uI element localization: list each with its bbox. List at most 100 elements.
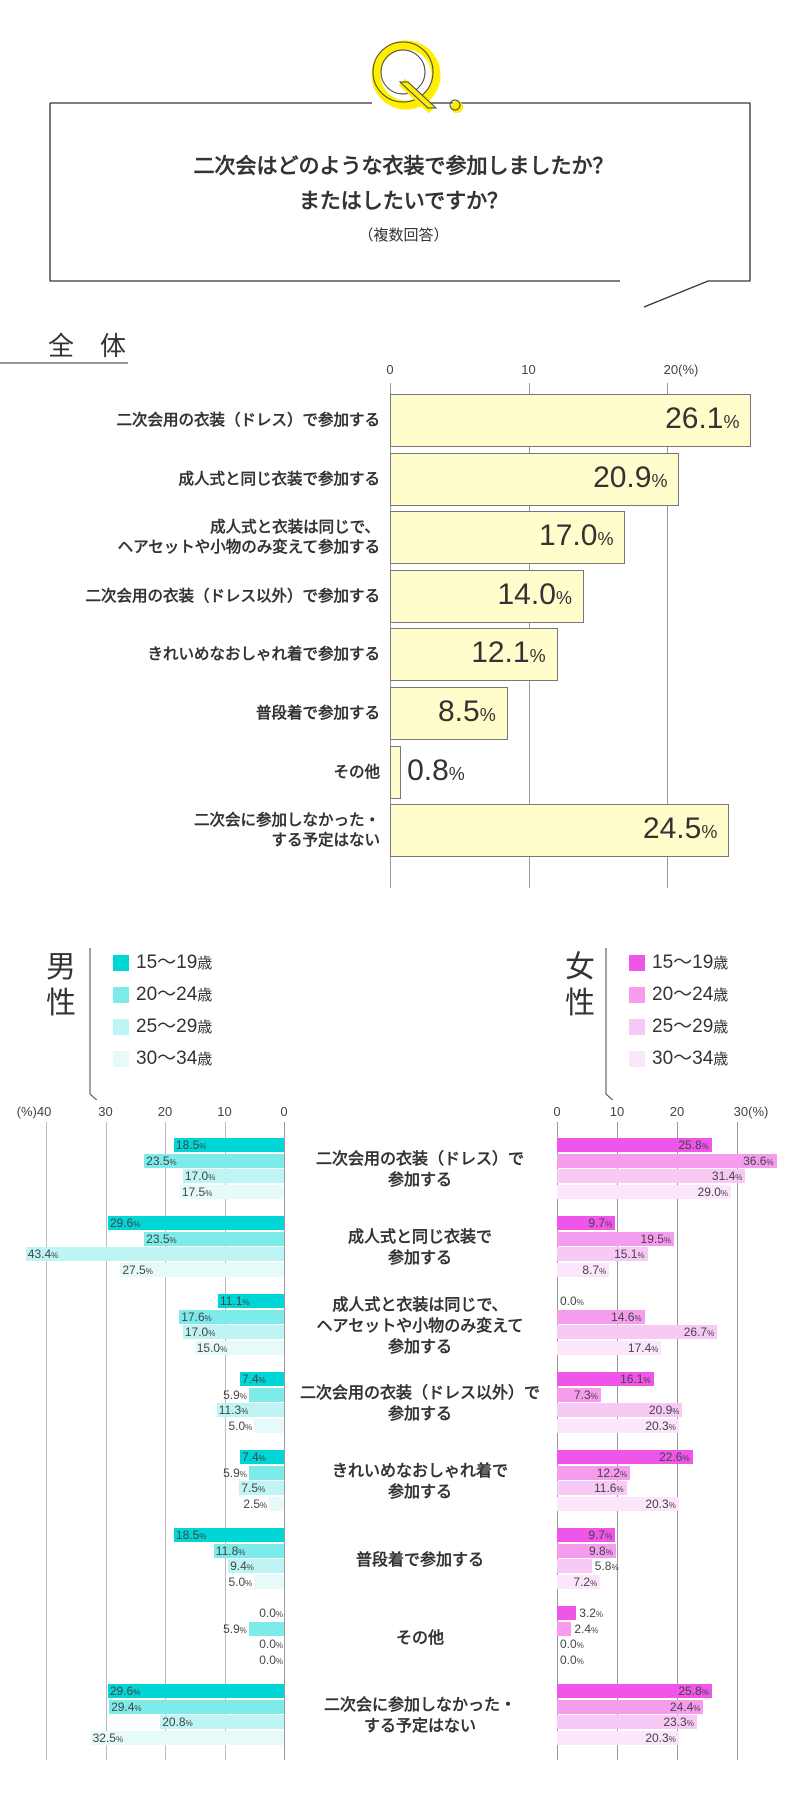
category-label: 成人式と同じ衣装で 参加する	[347, 1227, 492, 1267]
percent-sign: %	[605, 1532, 613, 1541]
data-label-male: 11.1%	[220, 1294, 250, 1310]
bar-female	[557, 1169, 746, 1184]
x-tick-label-female: 10	[609, 1104, 625, 1119]
percent-sign: %	[605, 1220, 613, 1229]
percent-sign: %	[634, 1313, 642, 1323]
bar-male	[248, 1465, 284, 1480]
bar-female	[557, 1262, 610, 1277]
data-label-male: 5.0%	[228, 1419, 252, 1435]
bar-male	[194, 1340, 284, 1355]
percent-sign: %	[651, 1344, 659, 1354]
data-label-male: 29.4%	[111, 1700, 141, 1716]
bar-male	[179, 1309, 284, 1324]
category-label: 二次会用の衣装（ドレス以外）で 参加する	[299, 1383, 540, 1423]
percent-sign: %	[246, 1563, 254, 1573]
percent-sign: %	[611, 1563, 619, 1573]
value-number: 2.4	[574, 1621, 592, 1636]
percent-sign: %	[133, 1220, 141, 1229]
percent-sign: %	[590, 1578, 598, 1588]
percent-sign: %	[637, 1251, 645, 1261]
value-number: 9.8	[589, 1543, 606, 1558]
legend-unit: 歳	[197, 1019, 213, 1036]
question-frame	[0, 40, 751, 364]
value-number: 17.5	[181, 1184, 206, 1199]
bar-male	[182, 1325, 284, 1340]
data-label-male: 29.6%	[110, 1684, 140, 1700]
data-label-female: 7.3%	[574, 1388, 598, 1404]
value-number: 22.6	[659, 1450, 683, 1464]
legend-unit: 歳	[197, 987, 213, 1004]
percent-sign: %	[620, 1469, 628, 1479]
data-label-male: 15.0%	[197, 1341, 227, 1357]
bar-male	[213, 1543, 284, 1558]
bar-male	[254, 1574, 284, 1589]
data-label-female: 22.6%	[659, 1450, 689, 1466]
data-label-male: 9.4%	[230, 1559, 254, 1575]
value-number: 27.5	[122, 1262, 146, 1277]
percent-sign: %	[239, 1391, 247, 1401]
category-label: 成人式と同じ衣装で参加する	[178, 469, 380, 488]
bar-male	[144, 1153, 284, 1168]
legend-label-female: 15〜19歳	[652, 952, 729, 973]
bar-female	[557, 1450, 693, 1464]
data-label-male: 7.4%	[242, 1372, 266, 1388]
bar-female	[557, 1403, 683, 1418]
data-label: 8.5%	[438, 695, 496, 729]
value-number: 43.4	[27, 1247, 52, 1262]
bar	[390, 394, 752, 447]
value-number: 29.4	[111, 1699, 135, 1714]
legend-unit: 歳	[713, 1019, 729, 1036]
x-tick-label: 20(%)	[663, 362, 699, 377]
gridline-female	[677, 1122, 678, 1760]
percent-sign: %	[220, 1344, 228, 1354]
value-number: 20.3	[645, 1496, 669, 1511]
bar-male	[173, 1528, 284, 1542]
percent-sign: %	[258, 1485, 266, 1495]
legend-swatch-male	[113, 987, 129, 1003]
value-number: 18.5	[175, 1528, 200, 1542]
value-number: 0.0	[560, 1294, 577, 1308]
percent-sign: %	[643, 1376, 651, 1385]
percent-sign: %	[651, 470, 668, 491]
percent-sign: %	[605, 1547, 613, 1557]
bar	[390, 452, 680, 506]
value-number: 7.4	[241, 1372, 259, 1386]
data-label: 12.1%	[471, 636, 545, 670]
data-label-male: 20.8%	[162, 1715, 192, 1731]
question-title-line2: またはしたいですか？	[298, 189, 509, 213]
bar-male	[239, 1372, 284, 1386]
overall-heading: 全 体	[48, 332, 127, 362]
value-number: 14.6	[611, 1309, 635, 1324]
percent-sign: %	[735, 1173, 743, 1183]
legend-unit: 歳	[197, 1051, 213, 1068]
data-label-male: 23.5%	[146, 1232, 176, 1248]
data-label-male: 7.5%	[241, 1481, 265, 1497]
data-label-female: 0.0%	[560, 1637, 584, 1653]
percent-sign: %	[169, 1157, 177, 1167]
x-tick-label-male: 20	[157, 1104, 173, 1119]
percent-sign: %	[686, 1719, 694, 1729]
bar-female	[557, 1325, 718, 1340]
data-label-female: 16.1%	[620, 1372, 650, 1388]
bar-male	[173, 1138, 284, 1152]
value-number: 25.8	[678, 1684, 702, 1698]
bar-male	[160, 1715, 284, 1730]
data-label: 24.5%	[643, 812, 717, 846]
value-number: 29.6	[109, 1684, 134, 1698]
bar-male	[107, 1684, 284, 1698]
bar-female	[557, 1574, 601, 1589]
data-label-female: 8.7%	[582, 1263, 606, 1279]
percent-sign: %	[51, 1251, 59, 1261]
percent-sign: %	[275, 1610, 283, 1619]
percent-sign: %	[576, 1656, 584, 1666]
percent-sign: %	[701, 1142, 709, 1151]
value-number: 19.5	[640, 1231, 664, 1246]
data-label: 20.9%	[593, 461, 667, 495]
category-label: その他	[333, 762, 380, 781]
value-number: 36.6	[743, 1153, 767, 1168]
value-number: 24.5	[642, 812, 702, 846]
data-label-female: 17.4%	[628, 1341, 658, 1357]
data-label-female: 14.6%	[611, 1310, 641, 1326]
value-number: 5.0	[228, 1574, 246, 1589]
legend-unit: 歳	[713, 955, 729, 972]
